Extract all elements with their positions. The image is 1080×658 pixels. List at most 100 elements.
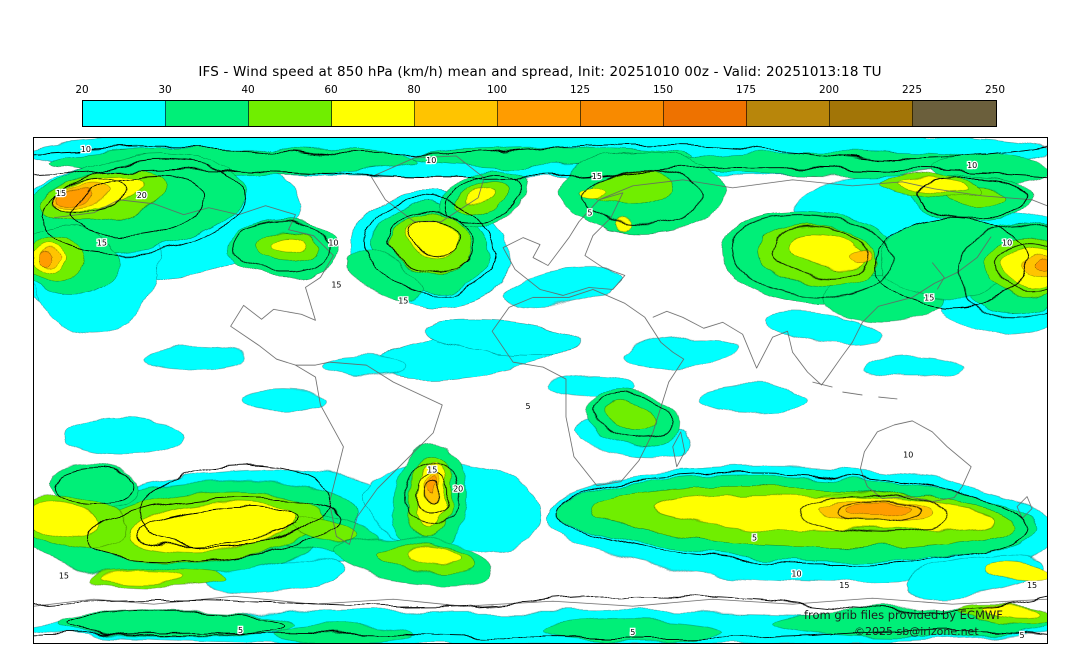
wind-region (347, 250, 420, 305)
contour-label: 10 (328, 239, 338, 248)
spread-contour (387, 210, 476, 273)
map-svg: 10 15 20 15 10 15 15 15 20 10 10 15 15 5 5 5 5 15 5 15 10 10 1… (34, 138, 1047, 643)
spread-contour-layer (34, 145, 1047, 640)
wind-speed-fill-layer (34, 138, 1047, 643)
contour-label: 5 (238, 626, 243, 635)
spread-contour (557, 472, 1028, 565)
contour-label: 15 (924, 293, 934, 302)
contour-label: 15 (97, 239, 107, 248)
wind-region (321, 356, 406, 378)
colorbar-tick-label: 225 (901, 84, 923, 96)
contour-label: 15 (331, 280, 341, 289)
spread-contour (995, 243, 1047, 292)
wind-fill-level-y (34, 176, 1047, 619)
colorbar-tick-label: 20 (75, 84, 89, 96)
coastline-north-america (53, 199, 334, 366)
wind-region (767, 313, 878, 346)
colorbar-segment (913, 101, 996, 126)
spread-contour (770, 227, 871, 278)
colorbar-tick-labels: 20 30 40 60 80 100 125 150 175 200 225 250 (75, 84, 1005, 99)
coastline-madagascar (672, 431, 686, 468)
colorbar-scale (82, 100, 997, 127)
wind-region (622, 337, 743, 368)
colorbar-segment (166, 101, 249, 126)
contour-label: 5 (1020, 631, 1025, 640)
wind-region (503, 266, 623, 309)
coastline-africa (491, 289, 685, 487)
coastline-indonesia (812, 381, 898, 400)
wind-region (864, 354, 961, 380)
colorbar-tick-label: 175 (735, 84, 757, 96)
contour-label: 20 (137, 191, 147, 200)
colorbar-segment (581, 101, 664, 126)
colorbar-tick-label: 125 (569, 84, 591, 96)
spread-contour (63, 611, 284, 637)
weather-map: 10 15 20 15 10 15 15 15 20 10 10 15 15 5 5 5 5 15 5 15 10 10 1… (33, 137, 1048, 644)
colorbar-tick-label: 200 (818, 84, 840, 96)
spread-contour (233, 223, 330, 272)
spread-contour (53, 470, 135, 504)
contour-label: 10 (81, 145, 91, 154)
spread-contour (55, 178, 128, 212)
wind-region (53, 610, 294, 638)
contour-label: 15 (1027, 581, 1037, 590)
wind-region (1035, 258, 1047, 271)
coastline-europe (502, 192, 626, 296)
wind-region (898, 178, 967, 194)
wind-region (465, 185, 497, 203)
spread-contour (404, 460, 460, 527)
contour-label: 10 (903, 451, 913, 460)
colorbar: 20 30 40 60 80 100 125 150 175 200 225 250 (75, 84, 1005, 128)
spread-contour (44, 160, 244, 255)
contour-label: 15 (839, 581, 849, 590)
wind-region (427, 477, 437, 494)
colorbar-segment (415, 101, 498, 126)
wind-region (59, 187, 93, 204)
contour-label: 15 (398, 296, 408, 305)
spread-contour (730, 214, 895, 297)
wind-region (143, 346, 244, 372)
spread-contour (365, 196, 498, 295)
contour-label-layer: 10 15 20 15 10 15 15 15 20 10 10 15 15 5 5 5 5 15 5 15 10 10 1… (55, 144, 1039, 642)
contour-label: 5 (587, 209, 592, 218)
spread-contour (956, 224, 1047, 317)
contour-label: 5 (525, 402, 530, 411)
wind-region (38, 253, 54, 266)
contour-label: 20 (453, 485, 463, 494)
spread-contour (138, 506, 299, 547)
wind-region (542, 619, 723, 643)
wind-region (275, 236, 308, 251)
contour-label: 15 (59, 571, 69, 580)
contour-label: 10 (791, 569, 801, 578)
wind-region (34, 500, 100, 537)
spread-contour (834, 501, 920, 524)
wind-region (131, 501, 296, 552)
colorbar-tick-label: 80 (407, 84, 421, 96)
wind-region (846, 503, 911, 518)
coastline-greenland (370, 155, 485, 223)
contour-label: 15 (56, 189, 66, 198)
colorbar-segment (83, 101, 166, 126)
colorbar-tick-label: 250 (984, 84, 1006, 96)
wind-region (850, 249, 875, 262)
colorbar-tick-label: 100 (486, 84, 508, 96)
wind-fill-level-o (38, 187, 1047, 518)
contour-label: 10 (1002, 239, 1012, 248)
spread-contour (83, 496, 344, 561)
credit-copyright: ©2025 sb@irizone.net (854, 625, 979, 638)
wind-region (605, 402, 656, 432)
colorbar-segment (664, 101, 747, 126)
spread-contour (799, 493, 950, 536)
wind-region (580, 186, 606, 200)
spread-contours (34, 145, 1047, 640)
wind-region (423, 319, 583, 355)
spread-contour-line (34, 630, 1047, 640)
contour-label: 10 (967, 161, 977, 170)
colorbar-segment (332, 101, 415, 126)
colorbar-tick-label: 60 (324, 84, 338, 96)
credit-ecmwf: from grib files provided by ECMWF (804, 608, 1003, 622)
colorbar-tick-label: 150 (652, 84, 674, 96)
contour-label: 5 (752, 533, 757, 542)
wind-region (616, 220, 634, 231)
colorbar-segment (249, 101, 332, 126)
